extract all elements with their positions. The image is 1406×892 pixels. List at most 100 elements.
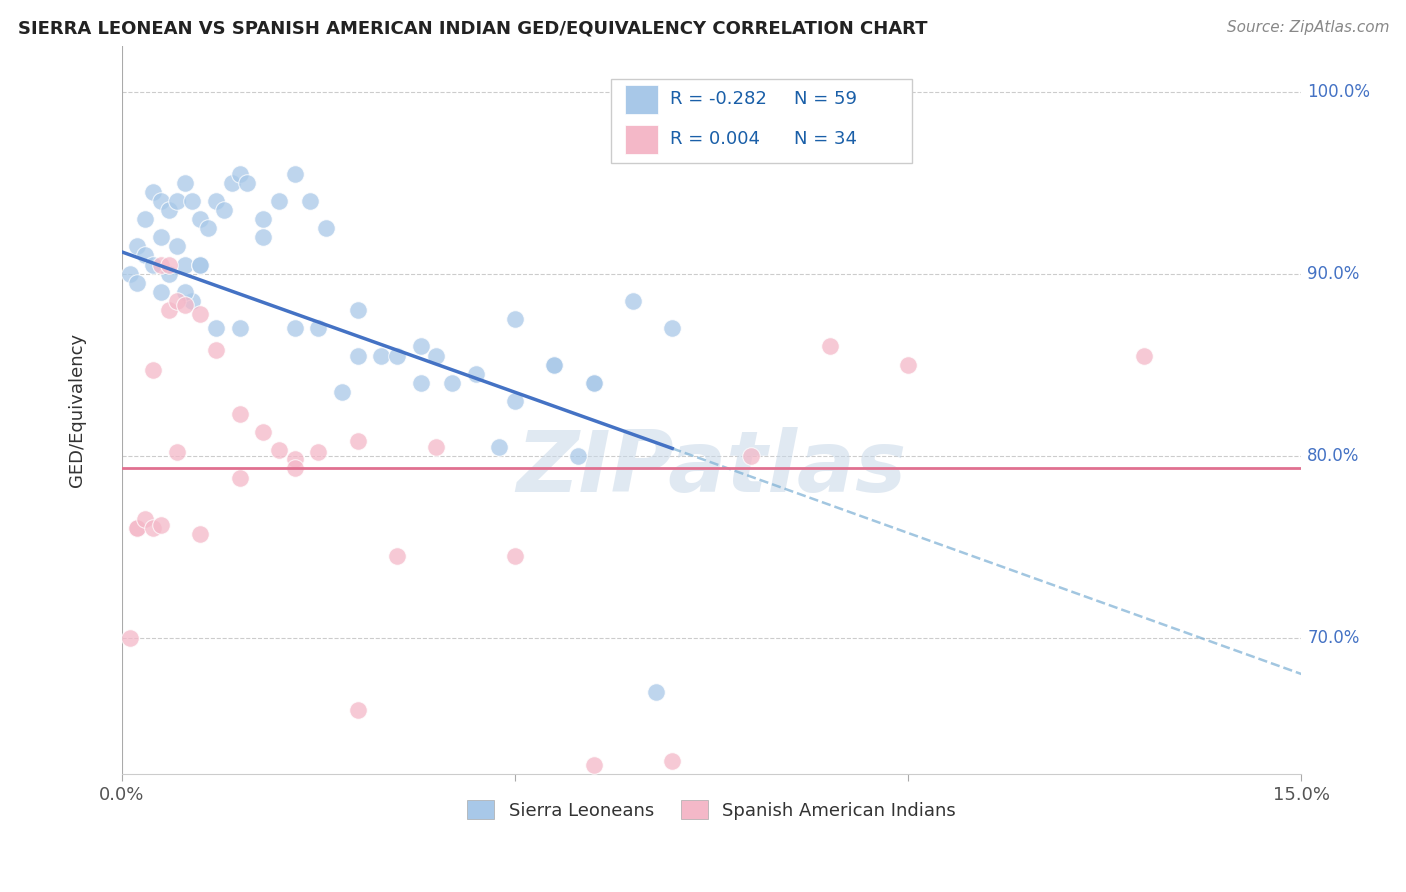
Text: GED/Equivalency: GED/Equivalency xyxy=(67,333,86,487)
Text: ZIPatlas: ZIPatlas xyxy=(516,427,907,510)
Point xyxy=(740,449,762,463)
Text: 70.0%: 70.0% xyxy=(1308,629,1360,647)
Point xyxy=(205,194,228,208)
Point xyxy=(503,312,526,326)
Text: R = -0.282: R = -0.282 xyxy=(671,90,768,108)
Point xyxy=(157,258,180,272)
Point xyxy=(134,248,156,262)
Point xyxy=(440,376,463,390)
Point xyxy=(118,267,141,281)
Bar xyxy=(626,125,658,154)
Point xyxy=(142,258,165,272)
Text: R = 0.004: R = 0.004 xyxy=(671,130,761,148)
Point xyxy=(582,376,605,390)
Point xyxy=(205,321,228,335)
Point xyxy=(205,343,228,358)
Point xyxy=(1133,349,1156,363)
Point xyxy=(409,376,432,390)
Point xyxy=(157,303,180,318)
Point xyxy=(284,321,307,335)
Point xyxy=(897,358,920,372)
Point xyxy=(346,349,368,363)
Point xyxy=(330,384,353,399)
Point xyxy=(543,358,565,372)
Point xyxy=(197,221,219,235)
Point xyxy=(181,194,204,208)
Point xyxy=(645,685,668,699)
Point xyxy=(149,517,172,532)
Point xyxy=(157,202,180,217)
Point xyxy=(409,339,432,353)
Point xyxy=(166,445,188,459)
Point xyxy=(134,512,156,526)
Point xyxy=(267,194,290,208)
Text: 90.0%: 90.0% xyxy=(1308,265,1360,283)
Point xyxy=(307,445,329,459)
Point xyxy=(188,258,211,272)
Point xyxy=(543,358,565,372)
Point xyxy=(149,285,172,299)
Point xyxy=(818,339,841,353)
Text: N = 34: N = 34 xyxy=(794,130,858,148)
Point xyxy=(346,434,368,449)
Point xyxy=(370,349,392,363)
Point xyxy=(228,407,250,421)
Point xyxy=(307,321,329,335)
Point xyxy=(134,212,156,227)
Point xyxy=(236,176,259,190)
Point xyxy=(425,349,447,363)
Point xyxy=(582,376,605,390)
Text: 80.0%: 80.0% xyxy=(1308,447,1360,465)
Bar xyxy=(626,85,658,114)
Point xyxy=(228,470,250,484)
Point xyxy=(149,194,172,208)
Point xyxy=(299,194,322,208)
Point xyxy=(464,367,486,381)
Point xyxy=(173,258,195,272)
Point xyxy=(157,267,180,281)
Point xyxy=(173,298,195,312)
Text: 100.0%: 100.0% xyxy=(1308,83,1371,101)
Point xyxy=(166,293,188,308)
Text: N = 59: N = 59 xyxy=(794,90,858,108)
Point xyxy=(346,303,368,318)
FancyBboxPatch shape xyxy=(612,79,912,162)
Point xyxy=(346,703,368,717)
Point xyxy=(142,521,165,535)
Point xyxy=(188,527,211,541)
Point xyxy=(503,549,526,563)
Point xyxy=(661,321,683,335)
Legend: Sierra Leoneans, Spanish American Indians: Sierra Leoneans, Spanish American Indian… xyxy=(460,793,963,827)
Point xyxy=(149,230,172,244)
Point xyxy=(228,167,250,181)
Point xyxy=(567,449,589,463)
Point xyxy=(166,239,188,253)
Point xyxy=(582,758,605,772)
Point xyxy=(252,425,274,439)
Point xyxy=(212,202,235,217)
Point xyxy=(127,239,149,253)
Point xyxy=(284,452,307,467)
Point xyxy=(284,167,307,181)
Point xyxy=(149,258,172,272)
Point xyxy=(166,194,188,208)
Point xyxy=(425,440,447,454)
Point xyxy=(181,293,204,308)
Point xyxy=(252,230,274,244)
Point xyxy=(284,461,307,475)
Point xyxy=(385,549,408,563)
Point xyxy=(267,443,290,458)
Point xyxy=(142,185,165,199)
Point xyxy=(488,440,510,454)
Point xyxy=(385,349,408,363)
Point xyxy=(173,176,195,190)
Point xyxy=(188,307,211,321)
Point xyxy=(188,258,211,272)
Point xyxy=(503,394,526,409)
Text: Source: ZipAtlas.com: Source: ZipAtlas.com xyxy=(1226,20,1389,35)
Point xyxy=(228,321,250,335)
Point xyxy=(188,212,211,227)
Point xyxy=(252,212,274,227)
Point xyxy=(142,363,165,377)
Point xyxy=(173,285,195,299)
